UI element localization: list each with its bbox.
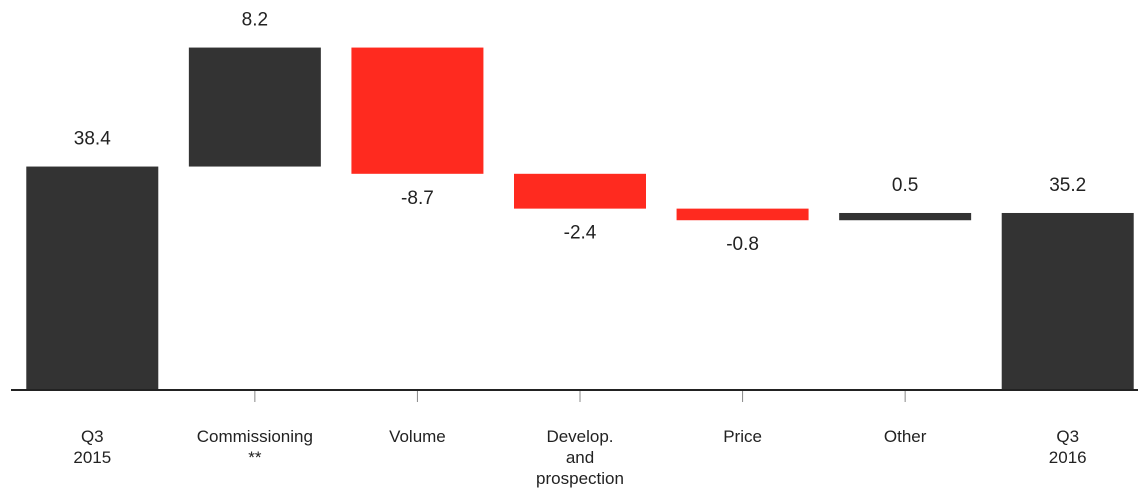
bar	[1001, 212, 1134, 390]
bar	[839, 212, 972, 221]
value-label: -8.7	[401, 188, 434, 209]
bar	[676, 208, 809, 221]
value-label: 38.4	[74, 129, 111, 150]
value-label: 35.2	[1049, 175, 1086, 196]
x-tick-label: Price	[723, 427, 762, 446]
value-label: -0.8	[726, 234, 759, 255]
value-label: -2.4	[564, 223, 597, 244]
x-tick-label: Other	[883, 427, 927, 446]
bar	[351, 47, 484, 174]
value-label: 0.5	[892, 175, 918, 196]
x-tick-label: Develop. and prospection	[536, 427, 624, 488]
x-tick-label: Q3 2016	[1048, 427, 1087, 467]
x-tick-label: Volume	[389, 427, 446, 446]
value-label: 8.2	[242, 10, 268, 31]
x-tick-label: Q3 2015	[73, 427, 112, 467]
bar	[26, 166, 159, 390]
bar	[188, 47, 321, 167]
bar	[514, 173, 646, 209]
x-tick-label: Commissioning **	[196, 427, 313, 467]
